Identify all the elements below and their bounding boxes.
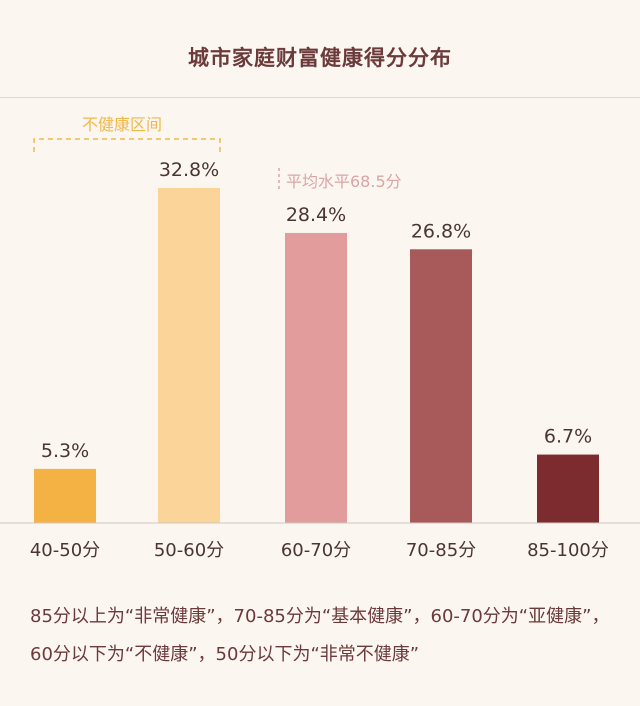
bar-1 [34, 468, 96, 523]
average-label: 平均水平68.5分 [286, 172, 402, 191]
x-tick-label-2: 50-60分 [154, 540, 224, 561]
value-label-1: 5.3% [41, 440, 89, 462]
bar-chart: 5.3% 32.8% 28.4% 26.8% 6.7% 40-50分 50-60分 60-7… [0, 115, 640, 561]
bars-layer [34, 188, 599, 523]
value-label-5: 6.7% [544, 426, 592, 448]
value-label-4: 26.8% [411, 220, 471, 242]
x-tick-label-1: 40-50分 [30, 540, 100, 561]
value-labels-layer: 5.3% 32.8% 28.4% 26.8% 6.7% [41, 159, 592, 462]
x-tick-label-3: 60-70分 [281, 540, 351, 561]
unhealthy-zone-bracket [33, 138, 221, 152]
unhealthy-zone-label: 不健康区间 [82, 115, 162, 134]
title-divider [0, 97, 640, 98]
x-tick-label-5: 85-100分 [527, 540, 609, 561]
x-tick-label-4: 70-85分 [406, 540, 476, 561]
x-tick-labels-layer: 40-50分 50-60分 60-70分 70-85分 85-100分 [30, 540, 609, 561]
bar-4 [410, 249, 472, 523]
annotations-layer: 不健康区间 平均水平68.5分 [33, 115, 402, 191]
bar-2 [158, 188, 220, 523]
value-label-2: 32.8% [159, 159, 219, 181]
legend-footnote: 85分以上为“非常健康”，70-85分为“基本健康”，60-70分为“亚健康”，… [30, 606, 610, 665]
bar-3 [285, 232, 347, 523]
bar-5 [537, 454, 599, 523]
value-label-3: 28.4% [286, 204, 346, 226]
chart-title: 城市家庭财富健康得分分布 [188, 46, 452, 70]
